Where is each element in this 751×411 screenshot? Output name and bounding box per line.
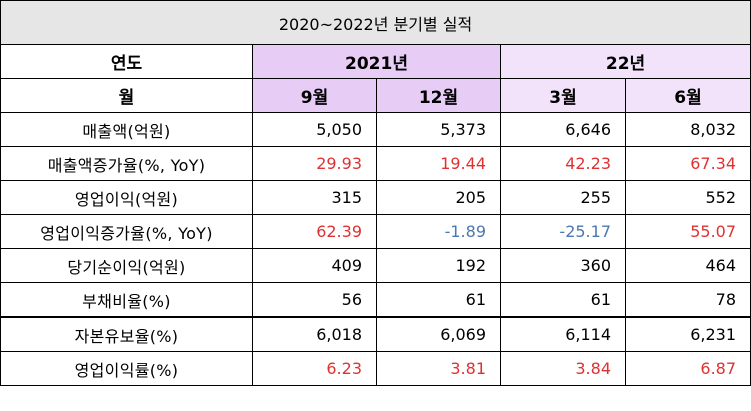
month-header-mar: 3월	[500, 78, 626, 113]
year-header-label: 연도	[0, 44, 253, 79]
row-label-operating-profit: 영업이익(억원)	[0, 180, 253, 215]
table-row: 영업이익(억원) 315 205 255 552	[0, 180, 751, 215]
row-label-debt-ratio: 부채비율(%)	[0, 282, 253, 318]
table-cell: 5,373	[376, 112, 501, 147]
month-header-sep: 9월	[252, 78, 377, 113]
table-cell: 6,646	[500, 112, 626, 147]
table-cell: 3.81	[376, 351, 501, 386]
table-cell: 61	[376, 282, 501, 318]
table-cell: 78	[624, 282, 751, 318]
row-label-net-income: 당기순이익(억원)	[0, 248, 253, 283]
table-cell: 5,050	[252, 112, 377, 147]
row-label-revenue: 매출액(억원)	[0, 112, 253, 147]
table-row: 매출액(억원) 5,050 5,373 6,646 8,032	[0, 112, 751, 147]
table-cell: 6,069	[376, 316, 501, 352]
row-label-operating-margin: 영업이익률(%)	[0, 351, 253, 386]
table-cell: 55.07	[624, 214, 751, 249]
table-cell: 19.44	[376, 146, 501, 181]
table-cell: 409	[252, 248, 377, 283]
table-title: 2020~2022년 분기별 실적	[0, 0, 751, 45]
table-cell: 192	[376, 248, 501, 283]
table-cell: 205	[376, 180, 501, 215]
table-cell: 315	[252, 180, 377, 215]
row-label-revenue-growth: 매출액증가율(%, YoY)	[0, 146, 253, 181]
table-cell: 42.23	[500, 146, 626, 181]
table-row: 당기순이익(억원) 409 192 360 464	[0, 248, 751, 283]
table-cell: 56	[252, 282, 377, 318]
year-22-header: 22년	[499, 44, 751, 79]
table-cell: 62.39	[252, 214, 377, 249]
quarterly-results-table: 2020~2022년 분기별 실적 연도 2021년 22년 월 9월 12월 …	[0, 0, 751, 386]
table-row: 매출액증가율(%, YoY) 29.93 19.44 42.23 67.34	[0, 146, 751, 181]
table-cell: 255	[500, 180, 626, 215]
month-header-label: 월	[0, 78, 253, 113]
table-cell: 67.34	[624, 146, 751, 181]
table-cell: 6,114	[500, 316, 626, 352]
table-row: 부채비율(%) 56 61 61 78	[0, 282, 751, 318]
table-cell: -25.17	[500, 214, 626, 249]
table-cell: 8,032	[624, 112, 751, 147]
row-label-reserve-ratio: 자본유보율(%)	[0, 316, 253, 352]
month-header-dec: 12월	[376, 78, 501, 113]
row-label-operating-profit-growth: 영업이익증가율(%, YoY)	[0, 214, 253, 249]
table-cell: -1.89	[376, 214, 501, 249]
table-cell: 3.84	[500, 351, 626, 386]
month-header-row: 월 9월 12월 3월 6월	[0, 78, 751, 113]
table-row: 영업이익률(%) 6.23 3.81 3.84 6.87	[0, 351, 751, 386]
table-cell: 29.93	[252, 146, 377, 181]
year-header-row: 연도 2021년 22년	[0, 44, 751, 79]
table-cell: 6.23	[252, 351, 377, 386]
table-row: 자본유보율(%) 6,018 6,069 6,114 6,231	[0, 316, 751, 352]
table-cell: 464	[624, 248, 751, 283]
table-cell: 6,231	[624, 316, 751, 352]
table-cell: 360	[500, 248, 626, 283]
title-row: 2020~2022년 분기별 실적	[0, 0, 751, 45]
table-cell: 6,018	[252, 316, 377, 352]
table-cell: 61	[500, 282, 626, 318]
table-cell: 552	[624, 180, 751, 215]
table-cell: 6.87	[624, 351, 751, 386]
month-header-jun: 6월	[624, 78, 751, 113]
year-2021-header: 2021년	[252, 44, 501, 79]
table-row: 영업이익증가율(%, YoY) 62.39 -1.89 -25.17 55.07	[0, 214, 751, 249]
